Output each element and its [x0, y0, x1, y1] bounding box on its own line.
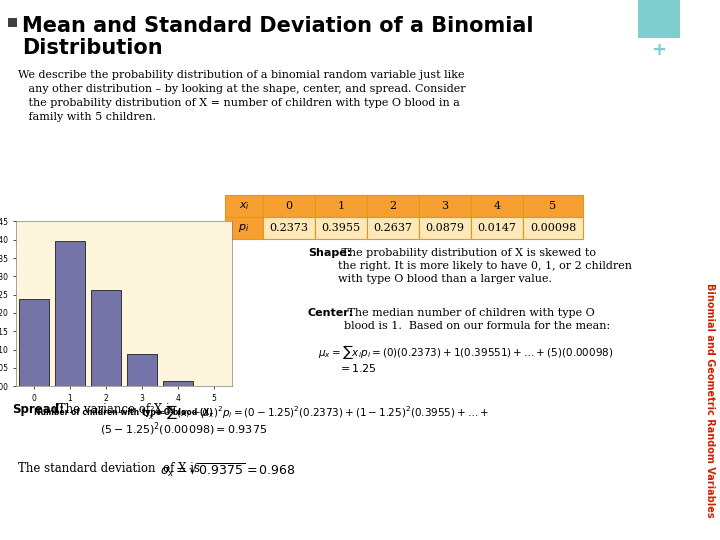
Text: We describe the probability distribution of a binomial random variable just like: We describe the probability distribution… — [18, 70, 464, 80]
Bar — [8, 18, 17, 27]
Bar — [419, 217, 471, 239]
Text: Distribution: Distribution — [22, 38, 163, 58]
Text: $= 1.25$: $= 1.25$ — [338, 362, 377, 374]
Text: 0.3955: 0.3955 — [321, 223, 361, 233]
Text: 4: 4 — [493, 201, 500, 211]
Text: Center:: Center: — [308, 308, 354, 318]
Text: 0.2637: 0.2637 — [374, 223, 413, 233]
Bar — [471, 195, 523, 217]
Text: The variance of X is: The variance of X is — [54, 403, 176, 416]
Text: $x_i$: $x_i$ — [238, 200, 250, 212]
Bar — [315, 217, 367, 239]
Bar — [523, 217, 583, 239]
Bar — [127, 354, 157, 386]
Text: 1: 1 — [338, 201, 345, 211]
Text: Shape:: Shape: — [308, 248, 351, 258]
Bar — [523, 195, 583, 217]
Text: +: + — [652, 41, 667, 59]
Text: $p_i$: $p_i$ — [238, 222, 250, 234]
X-axis label: Number of children with type O blood (X): Number of children with type O blood (X) — [35, 408, 213, 417]
Text: family with 5 children.: family with 5 children. — [18, 112, 156, 122]
Bar — [91, 289, 121, 386]
Bar — [263, 195, 315, 217]
Text: The median number of children with type O
blood is 1.  Based on our formula for : The median number of children with type … — [344, 308, 611, 331]
Text: $\sigma^2_x = \sum(x_i - \mu_x)^2 p_i = (0-1.25)^2(0.2373) + (1-1.25)^2(0.3955) : $\sigma^2_x = \sum(x_i - \mu_x)^2 p_i = … — [142, 403, 490, 421]
Text: Binomial and Geometric Random Variables: Binomial and Geometric Random Variables — [705, 282, 715, 517]
Bar — [638, 0, 680, 38]
Bar — [471, 217, 523, 239]
Bar — [225, 217, 263, 239]
Text: 0.0147: 0.0147 — [477, 223, 516, 233]
Text: the probability distribution of X = number of children with type O blood in a: the probability distribution of X = numb… — [18, 98, 460, 108]
Text: 2: 2 — [390, 201, 397, 211]
Bar — [225, 195, 263, 217]
Text: $(5-1.25)^2(0.00098) = 0.9375$: $(5-1.25)^2(0.00098) = 0.9375$ — [100, 420, 267, 437]
Text: 5: 5 — [549, 201, 557, 211]
Text: 0.00098: 0.00098 — [530, 223, 576, 233]
Text: Mean and Standard Deviation of a Binomial: Mean and Standard Deviation of a Binomia… — [22, 16, 534, 36]
Bar — [263, 217, 315, 239]
Bar — [367, 217, 419, 239]
Text: 0.0879: 0.0879 — [426, 223, 464, 233]
Bar — [315, 195, 367, 217]
Text: The standard deviation  of X is: The standard deviation of X is — [18, 462, 200, 475]
Text: 0: 0 — [285, 201, 292, 211]
Text: The probability distribution of X is skewed to
the right. It is more likely to h: The probability distribution of X is ske… — [338, 248, 632, 285]
Text: any other distribution – by looking at the shape, center, and spread. Consider: any other distribution – by looking at t… — [18, 84, 466, 94]
Bar — [55, 241, 85, 386]
Bar — [367, 195, 419, 217]
Text: $\mu_x = \sum x_i p_i = (0)(0.2373) + 1(0.39551) + \ldots + (5)(0.00098)$: $\mu_x = \sum x_i p_i = (0)(0.2373) + 1(… — [318, 343, 613, 361]
Bar — [19, 299, 49, 386]
Bar — [419, 195, 471, 217]
Bar — [163, 381, 193, 386]
Text: 0.2373: 0.2373 — [269, 223, 308, 233]
Text: 3: 3 — [441, 201, 449, 211]
Text: Spread:: Spread: — [12, 403, 64, 416]
Text: $\sigma_x = \sqrt{0.9375} = 0.968$: $\sigma_x = \sqrt{0.9375} = 0.968$ — [160, 461, 296, 479]
